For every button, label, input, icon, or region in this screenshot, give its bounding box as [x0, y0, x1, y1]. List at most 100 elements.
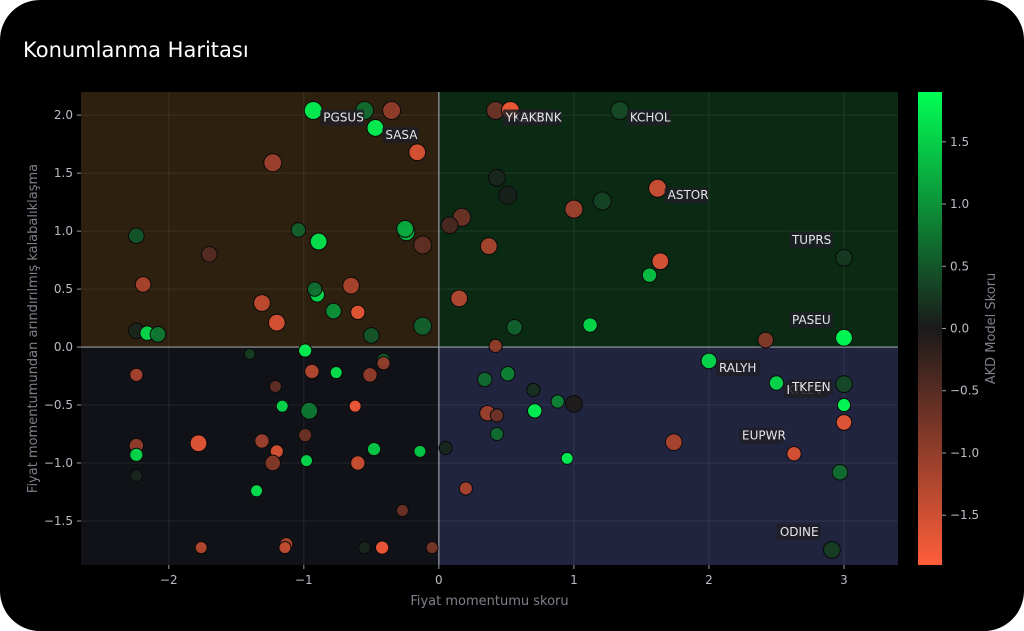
point-label-tkfen: TKFEN — [788, 379, 833, 396]
data-point — [592, 191, 612, 211]
label-text: ASTOR — [668, 188, 709, 202]
data-point-odine — [822, 541, 841, 559]
data-point — [250, 484, 264, 498]
data-point-tuprs — [835, 248, 853, 267]
colorbar — [918, 92, 942, 565]
y-tick-label: 0.5 — [54, 282, 73, 296]
label-text: PGSUS — [323, 111, 364, 125]
data-point — [362, 367, 378, 383]
data-point — [564, 199, 584, 219]
point-labels: PGSUSSASAYKBNKAKBNKKCHOLASTORTUPRSPASEUR… — [320, 109, 833, 540]
colorbar-tick-label: 1.0 — [950, 197, 969, 211]
data-point — [498, 185, 518, 205]
point-label-ralyh: RALYH — [715, 359, 760, 376]
colorbar-tick-label: −0.5 — [950, 384, 979, 398]
data-point — [526, 382, 541, 398]
data-point — [458, 481, 473, 496]
y-tick-label: 1.5 — [54, 166, 73, 180]
data-point — [342, 276, 360, 295]
data-point — [413, 316, 433, 336]
data-point — [527, 403, 543, 419]
label-text: TUPRS — [791, 233, 831, 247]
label-text: RALYH — [719, 361, 757, 375]
data-point-tkfen — [836, 397, 852, 413]
data-point — [129, 469, 143, 483]
data-point-kchol — [610, 101, 630, 121]
data-point — [560, 451, 574, 465]
data-point-eupwr — [786, 446, 802, 462]
data-point — [264, 454, 282, 472]
data-point — [304, 363, 320, 380]
label-text: ODINE — [780, 525, 819, 539]
x-tick-label: 1 — [570, 573, 578, 587]
data-point — [489, 408, 505, 423]
point-label-pgsus: PGSUS — [320, 109, 365, 126]
data-point — [479, 237, 498, 256]
data-point — [425, 541, 439, 555]
label-background — [320, 109, 365, 126]
data-point — [253, 294, 271, 312]
data-point — [254, 433, 270, 449]
data-point — [325, 302, 342, 320]
data-point — [363, 327, 380, 344]
data-point — [396, 219, 414, 238]
data-point — [641, 267, 658, 283]
data-point — [298, 343, 313, 358]
y-tick-label: −0.5 — [44, 398, 73, 412]
data-point — [450, 289, 469, 308]
colorbar-tick-label: 1.5 — [950, 135, 969, 149]
data-point — [200, 246, 218, 263]
data-point — [831, 463, 849, 481]
label-text: KCHOL — [630, 111, 671, 125]
data-points — [128, 101, 853, 559]
data-point — [376, 356, 391, 371]
x-tick-label: 0 — [435, 573, 443, 587]
data-point — [309, 232, 328, 251]
y-tick-label: −1.0 — [44, 456, 73, 470]
data-point — [582, 317, 598, 333]
data-point — [149, 325, 167, 343]
data-point — [413, 235, 433, 255]
point-label-sasa: SASA — [382, 126, 419, 143]
label-text: AKBNK — [520, 111, 562, 125]
data-point-pgsus — [303, 101, 323, 121]
page-title: Konumlanma Haritası — [23, 38, 249, 62]
data-point-paseu — [835, 328, 853, 347]
y-tick-label: 1.0 — [54, 224, 73, 238]
point-label-kchol: KCHOL — [626, 109, 671, 126]
data-point — [263, 153, 283, 173]
data-point-ktlev — [768, 375, 785, 391]
data-point — [348, 399, 362, 413]
y-tick-label: 0.0 — [54, 340, 73, 354]
data-point — [129, 367, 144, 382]
point-label-akbnk: AKBNK — [517, 109, 563, 126]
y-axis-ticks: −1.5 −1.0 −0.5 0.0 0.5 1.0 1.5 2.0 — [44, 108, 81, 528]
data-point — [358, 541, 372, 555]
point-label-eupwr: EUPWR — [739, 427, 786, 444]
data-point — [275, 399, 289, 413]
data-point — [375, 540, 390, 555]
data-point — [194, 541, 208, 555]
label-text: TKFEN — [791, 380, 831, 394]
point-label-tuprs: TUPRS — [788, 231, 833, 248]
data-point — [408, 143, 427, 162]
x-tick-label: −2 — [160, 573, 178, 587]
data-point — [268, 379, 282, 393]
data-point-ralyh — [700, 352, 718, 370]
data-point — [267, 313, 286, 332]
label-text: SASA — [385, 128, 418, 142]
x-axis-label: Fiyat momentumu skoru — [410, 594, 568, 609]
data-point — [300, 454, 314, 468]
colorbar-tick-label: 0.0 — [950, 322, 969, 336]
y-tick-label: −1.5 — [44, 514, 73, 528]
data-point — [350, 455, 366, 471]
label-background — [626, 109, 671, 126]
data-point — [128, 227, 145, 245]
colorbar-tick-label: −1.0 — [950, 446, 979, 460]
data-point — [300, 401, 319, 420]
label-background — [788, 379, 833, 396]
data-point — [382, 101, 402, 121]
data-point — [366, 441, 382, 457]
label-text: EUPWR — [742, 429, 786, 443]
